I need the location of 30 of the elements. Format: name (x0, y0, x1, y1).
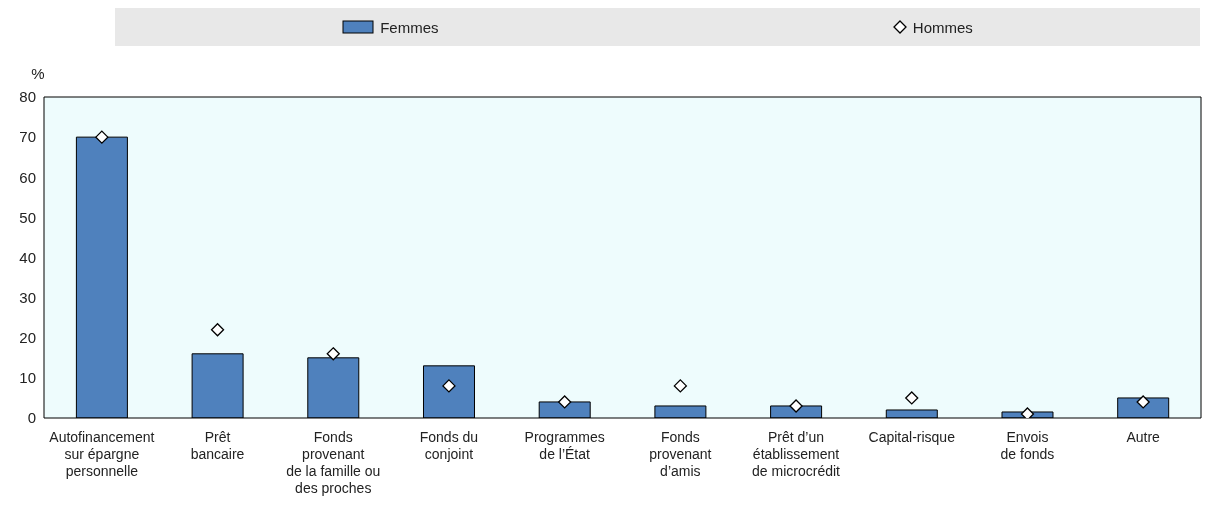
point (95, 130, 109, 144)
x-tick-label: Fonds du conjoint (419, 429, 479, 462)
point (789, 399, 803, 413)
x-tick-label: Programmes de l’État (524, 429, 605, 462)
y-axis-title: % (31, 65, 45, 82)
legend-label: Femmes (379, 18, 439, 36)
y-tick-label: 10 (19, 369, 36, 387)
x-tick-label: Prêt bancaire (190, 429, 245, 462)
y-tick-label: 70 (19, 128, 36, 146)
x-tick-label: Envois de fonds (1000, 429, 1055, 462)
x-tick-label: Fonds provenant de la famille ou des proches (286, 429, 381, 496)
x-tick-label: Fonds provenant d’amis (649, 429, 712, 479)
y-tick-label: 20 (19, 329, 36, 347)
y-tick-label: 30 (19, 288, 36, 306)
y-tick-label: 80 (19, 88, 36, 106)
y-tick-label: 60 (19, 168, 36, 186)
x-tick-label: Autofinancement sur épargne personnelle (49, 429, 155, 479)
x-tick-label: Autre (1126, 429, 1161, 445)
x-tick-label: Capital-risque (868, 429, 956, 445)
y-tick-label: 40 (19, 248, 36, 266)
x-tick-label: Prêt d’un établissement de microcrédit (752, 429, 841, 479)
point (1020, 407, 1035, 418)
point (558, 395, 572, 409)
y-tick-label: 0 (27, 409, 36, 427)
point (905, 391, 919, 405)
point (326, 347, 340, 361)
legend-label: Hommes (911, 18, 973, 36)
point (210, 323, 225, 337)
y-tick-label: 50 (19, 208, 36, 226)
point (673, 379, 687, 393)
